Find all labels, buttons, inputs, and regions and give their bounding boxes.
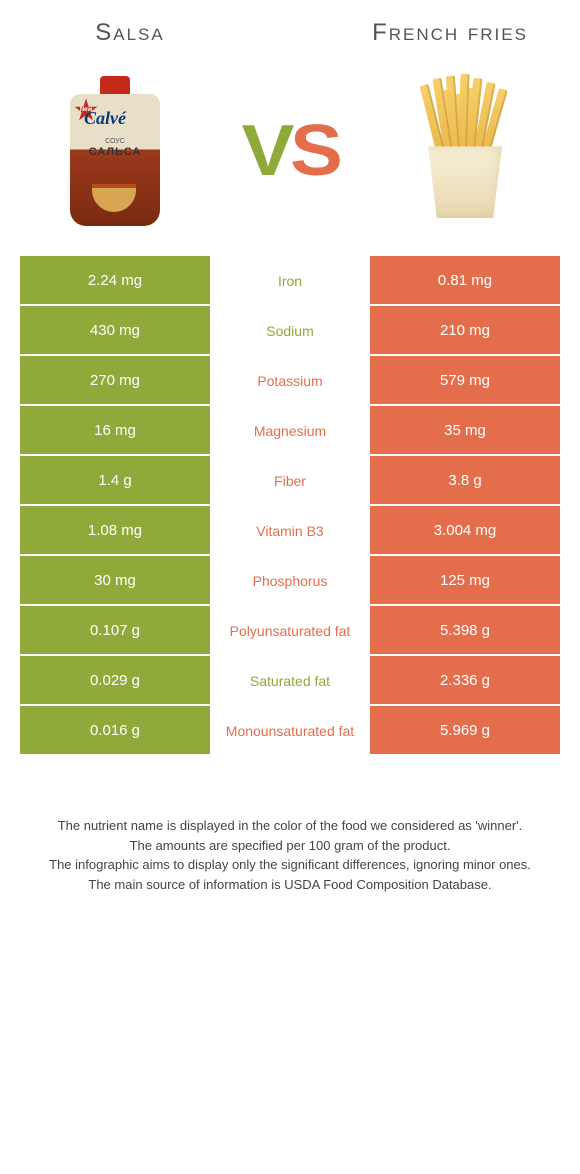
images-row: New Calvé СОУС САЛЬСА VS [0, 56, 580, 256]
value-left: 16 mg [20, 406, 210, 456]
food-left-image: New Calvé СОУС САЛЬСА [30, 66, 200, 236]
value-left: 1.4 g [20, 456, 210, 506]
value-right: 3.8 g [370, 456, 560, 506]
nutrient-label: Potassium [210, 356, 370, 406]
nutrient-row: 430 mgSodium210 mg [20, 306, 560, 356]
vs-label: VS [242, 110, 339, 192]
value-right: 35 mg [370, 406, 560, 456]
nutrient-label: Sodium [210, 306, 370, 356]
food-left-title-col: Salsa [30, 20, 230, 46]
nutrient-label: Magnesium [210, 406, 370, 456]
salsa-pouch-icon: New Calvé СОУС САЛЬСА [70, 76, 160, 226]
value-right: 3.004 mg [370, 506, 560, 556]
salsa-small-label: СОУС [70, 138, 160, 145]
nutrient-row: 1.08 mgVitamin B33.004 mg [20, 506, 560, 556]
nutrient-label: Phosphorus [210, 556, 370, 606]
value-left: 0.029 g [20, 656, 210, 706]
nutrient-label: Saturated fat [210, 656, 370, 706]
nutrient-row: 0.016 gMonounsaturated fat5.969 g [20, 706, 560, 756]
value-right: 125 mg [370, 556, 560, 606]
footer-line-2: The amounts are specified per 100 gram o… [40, 836, 540, 856]
value-left: 0.107 g [20, 606, 210, 656]
value-right: 2.336 g [370, 656, 560, 706]
vs-s: S [290, 111, 338, 191]
food-right-title-col: French fries [350, 20, 550, 46]
nutrient-label: Iron [210, 256, 370, 306]
value-right: 5.969 g [370, 706, 560, 756]
nutrient-table: 2.24 mgIron0.81 mg430 mgSodium210 mg270 … [20, 256, 560, 756]
value-right: 5.398 g [370, 606, 560, 656]
value-left: 2.24 mg [20, 256, 210, 306]
nutrient-row: 2.24 mgIron0.81 mg [20, 256, 560, 306]
nutrient-label: Fiber [210, 456, 370, 506]
vs-v: V [242, 111, 290, 191]
nutrient-label: Vitamin B3 [210, 506, 370, 556]
footer-notes: The nutrient name is displayed in the co… [0, 756, 580, 924]
salsa-logo: Calvé [84, 108, 126, 129]
footer-line-3: The infographic aims to display only the… [40, 855, 540, 875]
nutrient-row: 30 mgPhosphorus125 mg [20, 556, 560, 606]
nutrient-label: Polyunsaturated fat [210, 606, 370, 656]
food-left-title: Salsa [30, 20, 230, 46]
footer-line-1: The nutrient name is displayed in the co… [40, 816, 540, 836]
value-right: 0.81 mg [370, 256, 560, 306]
header-row: Salsa French fries [0, 0, 580, 56]
value-right: 210 mg [370, 306, 560, 356]
nutrient-row: 0.107 gPolyunsaturated fat5.398 g [20, 606, 560, 656]
food-right-image [380, 66, 550, 236]
nutrient-row: 1.4 gFiber3.8 g [20, 456, 560, 506]
food-right-title: French fries [350, 20, 550, 46]
value-left: 0.016 g [20, 706, 210, 756]
footer-line-4: The main source of information is USDA F… [40, 875, 540, 895]
nutrient-label: Monounsaturated fat [210, 706, 370, 756]
value-left: 1.08 mg [20, 506, 210, 556]
nutrient-row: 270 mgPotassium579 mg [20, 356, 560, 406]
value-left: 430 mg [20, 306, 210, 356]
nutrient-row: 16 mgMagnesium35 mg [20, 406, 560, 456]
value-left: 30 mg [20, 556, 210, 606]
nutrient-row: 0.029 gSaturated fat2.336 g [20, 656, 560, 706]
value-right: 579 mg [370, 356, 560, 406]
infographic-container: Salsa French fries New Calvé СОУС САЛЬСА… [0, 0, 580, 924]
fries-icon [395, 76, 535, 226]
value-left: 270 mg [20, 356, 210, 406]
salsa-name: САЛЬСА [70, 146, 160, 158]
